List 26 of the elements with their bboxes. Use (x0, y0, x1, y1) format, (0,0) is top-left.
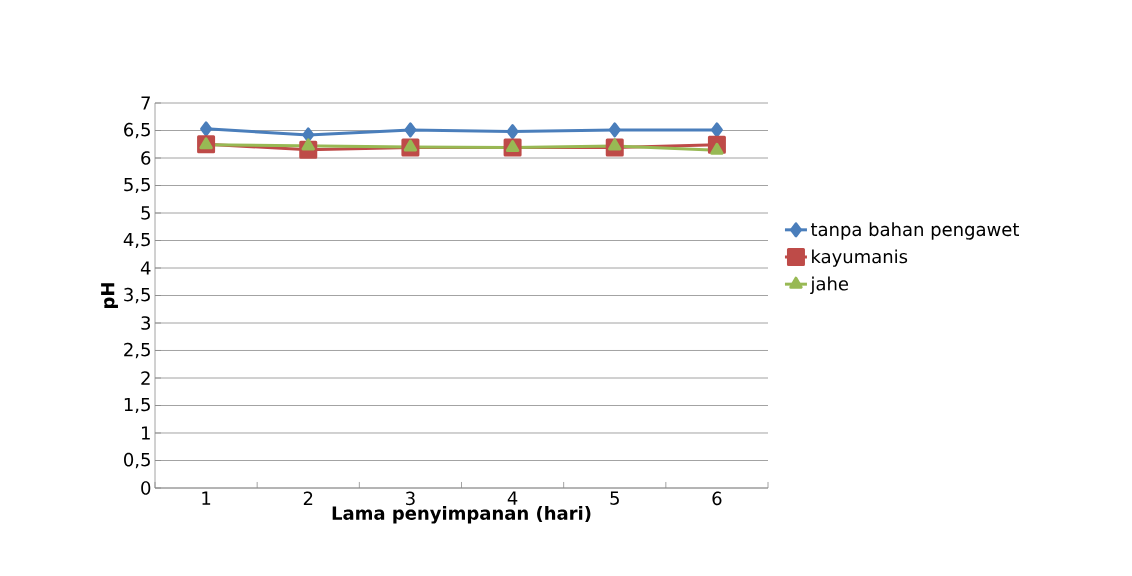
x-tick-label: 5 (610, 491, 619, 505)
y-tick-label: 0,5 (124, 452, 150, 469)
y-tick-label: 1,5 (124, 397, 150, 414)
x-tick-label: 4 (507, 491, 518, 505)
legend-label: tanpa bahan pengawet (810, 222, 1019, 240)
y-tick-label: 6,5 (124, 122, 150, 139)
y-tick-label: 2,5 (124, 342, 150, 359)
x-tick-label: 3 (406, 491, 415, 506)
y-tick-label: 5 (141, 206, 150, 220)
x-tick-label: 1 (202, 491, 211, 505)
x-axis-title: Lama penyimpanan (hari) (332, 506, 591, 524)
y-tick-label: 5,5 (124, 177, 150, 194)
y-tick-label: 3,5 (124, 287, 150, 304)
y-tick-label: 4 (140, 261, 151, 275)
y-tick-label: 7 (141, 96, 150, 110)
y-tick-label: 2 (141, 371, 150, 385)
legend-label: kayumanis (812, 249, 908, 267)
x-tick-label: 2 (303, 491, 313, 505)
y-tick-label: 1 (141, 426, 150, 440)
legend-label: jahe (810, 276, 849, 295)
y-axis-title: pH (101, 283, 118, 308)
y-tick-label: 4,5 (123, 232, 150, 249)
y-tick-label: 0 (141, 481, 151, 495)
y-tick-label: 6 (141, 151, 151, 165)
x-tick-label: 6 (712, 491, 722, 506)
y-tick-label: 3 (141, 316, 151, 330)
